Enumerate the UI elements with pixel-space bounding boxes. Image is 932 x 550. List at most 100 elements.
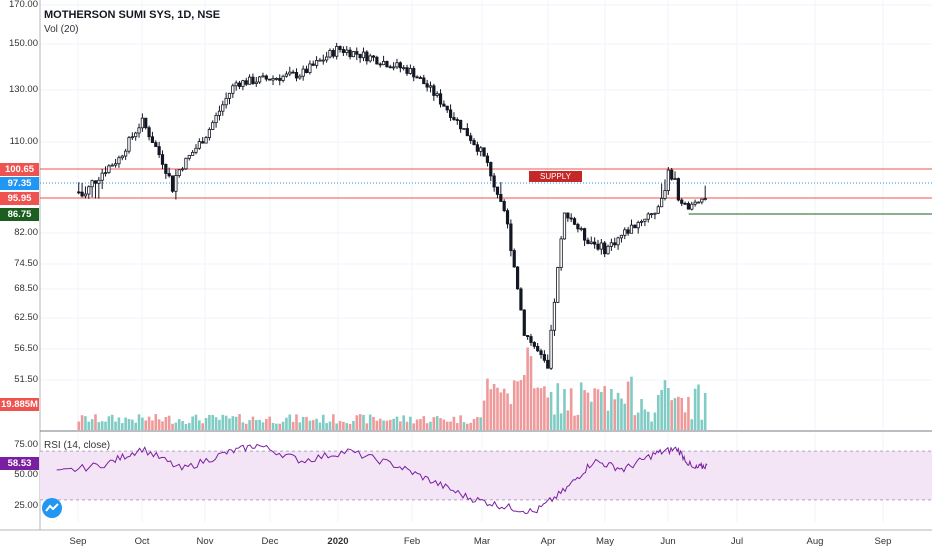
tradingview-logo-icon[interactable]: [42, 498, 62, 518]
volume-bar: [107, 416, 111, 430]
candle-body: [452, 117, 456, 120]
volume-bar: [120, 423, 124, 430]
candle-body: [626, 229, 630, 234]
volume-bar: [194, 414, 198, 430]
candle-body: [298, 75, 302, 79]
volume-bar: [298, 422, 302, 430]
volume-bar: [258, 419, 261, 430]
volume-bar: [693, 388, 697, 430]
candle-body: [559, 238, 563, 268]
volume-bar: [583, 390, 586, 430]
volume-bar: [208, 414, 211, 430]
volume-bar: [137, 414, 141, 430]
volume-bar: [479, 417, 483, 430]
candle-body: [536, 345, 540, 352]
candle-body: [505, 210, 510, 225]
candle-body: [693, 201, 697, 205]
candle-body: [288, 71, 292, 75]
time-axis-tick: May: [596, 536, 614, 547]
candle-body: [113, 163, 118, 166]
volume-bar: [141, 417, 144, 430]
volume-bar: [703, 392, 707, 430]
price-axis-tick: 110.00: [9, 136, 38, 147]
volume-bar: [244, 423, 248, 430]
candle-body: [170, 175, 175, 192]
candle-body: [562, 212, 567, 240]
candle-body: [639, 220, 644, 223]
candle-body: [532, 342, 536, 347]
candle-body: [586, 239, 590, 244]
volume-bar: [134, 422, 137, 430]
candle-body: [636, 222, 640, 229]
candle-body: [164, 163, 168, 174]
volume-bar: [633, 415, 637, 430]
volume-bar: [151, 420, 154, 430]
price-axis-tick: 170.00: [8, 0, 38, 10]
candle-body: [234, 82, 238, 87]
volume-bar: [288, 414, 292, 430]
volume-bar: [616, 392, 620, 430]
candle-body: [522, 309, 526, 336]
candle-body: [227, 92, 232, 99]
volume-bar: [445, 421, 449, 430]
volume-bar: [399, 421, 402, 430]
volume-bar: [224, 415, 228, 430]
candle-body: [144, 117, 148, 129]
volume-bar: [218, 419, 221, 430]
candle-body: [509, 223, 513, 251]
candle-body: [475, 144, 479, 152]
volume-bar: [355, 415, 359, 430]
candle-body: [582, 228, 587, 241]
volume-bar: [697, 384, 700, 430]
candle-body: [294, 72, 299, 79]
volume-bar: [352, 420, 355, 430]
volume-bar: [620, 398, 623, 430]
volume-bar: [221, 414, 225, 430]
volume-bar: [231, 416, 235, 430]
volume-bar: [311, 420, 315, 430]
candle-body: [318, 59, 322, 62]
rsi-indicator-label[interactable]: RSI (14, close): [44, 440, 111, 451]
volume-bar: [104, 421, 107, 430]
volume-bar: [248, 420, 251, 430]
volume-bar: [419, 419, 422, 430]
volume-bar: [449, 421, 452, 430]
volume-bar: [646, 411, 650, 430]
volume-bar: [198, 420, 201, 430]
volume-bar: [87, 421, 91, 430]
volume-bar: [402, 415, 405, 430]
candle-body: [700, 198, 704, 203]
candle-body: [224, 97, 228, 106]
candle-body: [191, 151, 195, 156]
volume-bar: [368, 414, 372, 430]
volume-bar: [77, 421, 81, 430]
candle-body: [495, 186, 500, 195]
candle-body: [137, 127, 141, 134]
volume-bar: [519, 380, 523, 430]
volume-bar: [281, 421, 285, 430]
volume-bar: [435, 416, 439, 430]
candle-body: [348, 49, 352, 58]
volume-bar: [385, 420, 389, 430]
volume-bar: [663, 380, 667, 430]
candle-body: [361, 51, 366, 59]
volume-bar: [275, 423, 278, 430]
candle-body: [103, 172, 108, 175]
volume-bar: [321, 414, 325, 430]
volume-bar: [84, 416, 87, 430]
volume-bar: [670, 400, 673, 430]
volume-bar: [338, 420, 342, 430]
candle-body: [512, 250, 516, 268]
volume-bar: [100, 421, 104, 430]
candle-body: [398, 62, 402, 69]
candle-body: [217, 110, 222, 116]
volume-indicator-label[interactable]: Vol (20): [44, 24, 79, 35]
candle-body: [147, 127, 151, 138]
candle-body: [184, 157, 188, 170]
candle-body: [117, 157, 121, 165]
candle-body: [281, 75, 285, 81]
candle-body: [629, 224, 634, 234]
candle-body: [576, 223, 580, 230]
candle-body: [80, 191, 84, 197]
candle-body: [643, 218, 647, 222]
